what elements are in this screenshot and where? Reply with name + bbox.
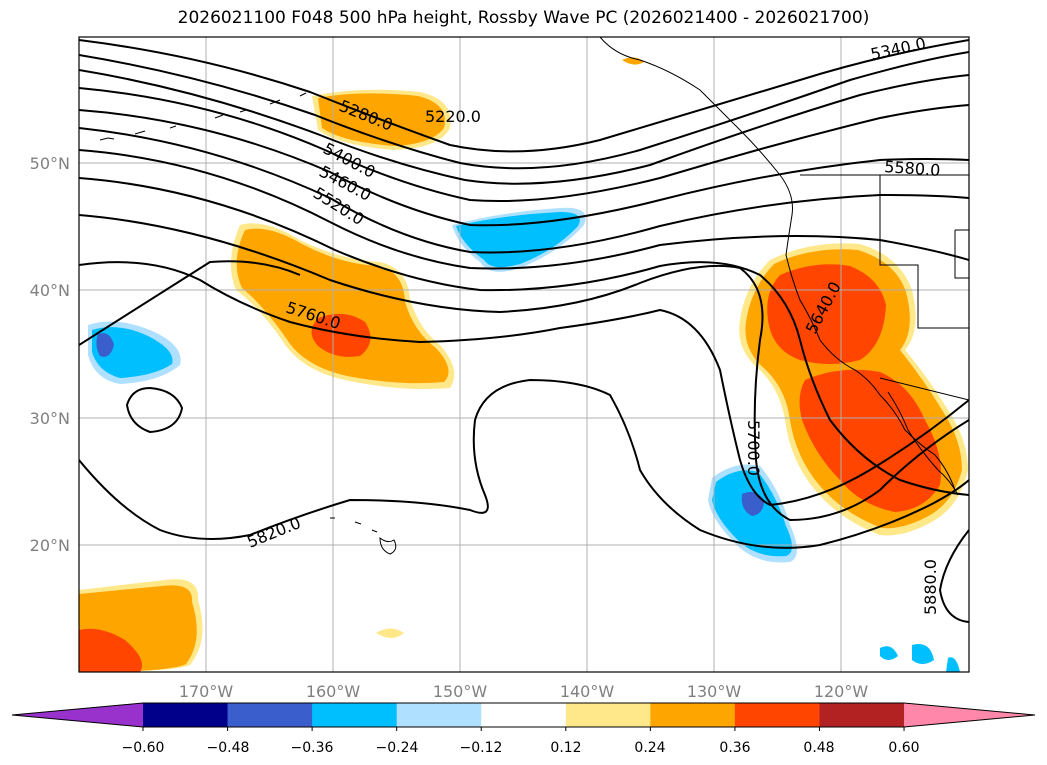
anomaly-positive-west-coast-max-south: [799, 369, 941, 512]
map-title: 2026021100 F048 500 hPa height, Rossby W…: [177, 8, 870, 28]
contour-5700: [79, 214, 969, 522]
anomaly-positive-central-pacific-max: [311, 313, 371, 357]
anomaly-fill-layer: [79, 57, 968, 672]
anomaly-negative-subtropical-max: [741, 492, 764, 516]
contour-5580: [79, 149, 969, 270]
contour-5520: [79, 127, 969, 254]
colorbar-segment: [227, 703, 313, 727]
contour-5460: [79, 109, 969, 227]
islands-hawaii: [330, 517, 397, 555]
colorbar-extend-max: [904, 703, 1035, 727]
contour-label-5340: 5340.0: [869, 34, 928, 64]
lat-label-50n: 50°N: [30, 154, 70, 173]
contour-5820-closed-west: [125, 386, 184, 434]
colorbar-segment: [734, 703, 820, 727]
lat-label-30n: 30°N: [30, 409, 70, 428]
contour-label-5880: 5880.0: [921, 559, 940, 615]
anomaly-negative-west-pacific-max: [96, 333, 114, 357]
colorbar-extend-min: [12, 703, 143, 727]
colorbar-tick-label: 0.12: [550, 740, 581, 756]
islands-aleutian: [99, 92, 307, 141]
border-state-west: [879, 175, 969, 329]
colorbar-tick-label: 0.24: [634, 740, 665, 756]
latitude-labels: 50°N 40°N 30°N 20°N: [30, 154, 70, 555]
contour-5760: [79, 261, 969, 507]
colorbar-tick-label: 0.48: [803, 740, 834, 756]
border-us-mexico: [879, 377, 969, 401]
anomaly-positive-central-pacific-core: [236, 228, 449, 384]
lon-label-170w: 170°W: [179, 682, 234, 701]
coastline-alaska: [599, 37, 956, 491]
contour-label-5820: 5820.0: [244, 513, 303, 552]
border-state-east: [954, 229, 969, 279]
colorbar-tick-label: 0.60: [888, 740, 919, 756]
colorbar-tick-label: −0.36: [291, 740, 334, 756]
colorbar-tick-label: −0.12: [460, 740, 503, 756]
colorbar-segment: [650, 703, 736, 727]
contour-5340: [79, 69, 969, 185]
colorbar-tick-label: −0.48: [207, 740, 250, 756]
map-frame: [78, 36, 970, 673]
lat-label-40n: 40°N: [30, 281, 70, 300]
anomaly-positive-west-coast-max-north: [767, 264, 886, 364]
longitude-labels: 170°W 160°W 150°W 140°W 130°W 120°W: [179, 682, 869, 701]
lat-label-20n: 20°N: [30, 536, 70, 555]
coastlines: [99, 37, 969, 555]
contour-5820: [79, 260, 969, 549]
contour-5880: [938, 529, 969, 623]
colorbar-segment: [565, 703, 651, 727]
anomaly-negative-baja-patch-c: [946, 657, 960, 672]
lon-label-120w: 120°W: [814, 682, 869, 701]
lon-label-140w: 140°W: [560, 682, 615, 701]
anomaly-negative-baja-patch-a: [880, 646, 898, 660]
colorbar-tick-label: −0.24: [376, 740, 419, 756]
anomaly-negative-baja-patch-b: [912, 644, 934, 664]
contour-5400: [79, 87, 969, 203]
coastline-baja: [887, 391, 959, 496]
colorbar-segment: [143, 703, 229, 727]
anomaly-negative-west-pacific-core: [92, 327, 173, 378]
contour-label-5700: 5700.0: [744, 420, 763, 476]
colorbar-tick-label: −0.60: [122, 740, 165, 756]
lon-label-160w: 160°W: [306, 682, 361, 701]
colorbar: −0.60 −0.48 −0.36 −0.24 −0.12 0.12 0.24 …: [11, 702, 1036, 756]
lon-label-130w: 130°W: [687, 682, 742, 701]
anomaly-positive-hawaii-patch: [376, 628, 404, 638]
contour-label-5580: 5580.0: [884, 157, 941, 180]
lon-label-150w: 150°W: [433, 682, 488, 701]
colorbar-segment: [481, 703, 567, 727]
height-contours: [79, 39, 969, 623]
colorbar-segment: [396, 703, 482, 727]
colorbar-segment: [312, 703, 398, 727]
colorbar-tick-label: 0.36: [719, 740, 750, 756]
contour-5640: [79, 177, 969, 496]
contour-label-5220: 5220.0: [425, 107, 481, 126]
colorbar-segment: [819, 703, 905, 727]
contour-5220: [79, 39, 969, 153]
anomaly-positive-southwest-max: [79, 628, 143, 672]
contour-5280: [79, 51, 969, 170]
